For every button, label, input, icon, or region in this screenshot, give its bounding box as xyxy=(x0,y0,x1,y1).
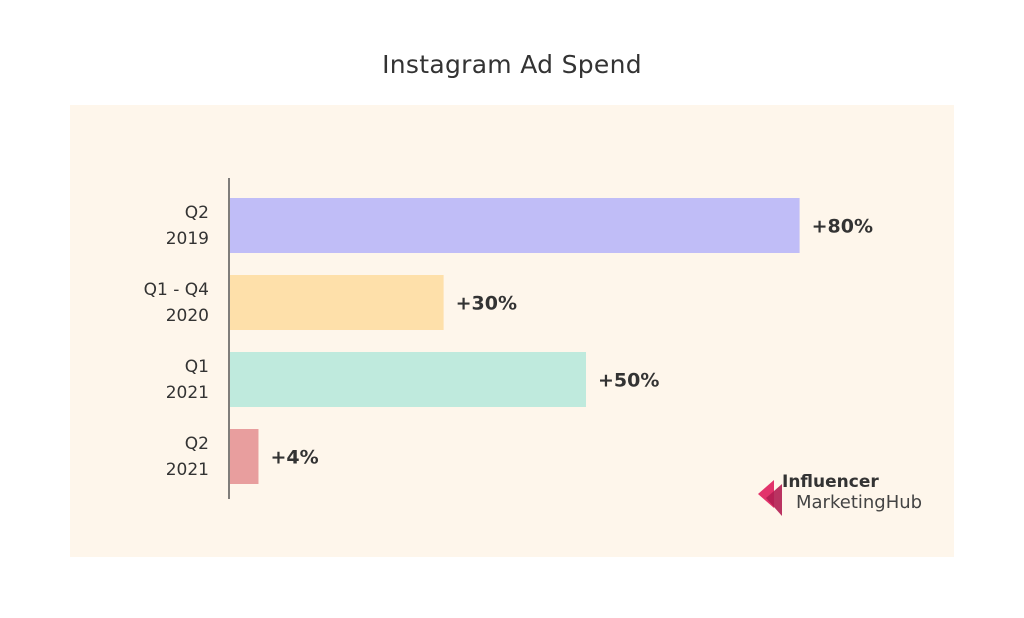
plot-background xyxy=(70,105,954,557)
bar-chart: +80% Q2 2019 +30% Q1 - Q4 2020 +50% Q1 2021 +4% Q2… xyxy=(70,105,954,557)
category-tick-label: Q1 - Q4 xyxy=(144,280,209,300)
chart-title: Instagram Ad Spend xyxy=(382,50,642,79)
category-tick-label: 2019 xyxy=(166,229,209,249)
bar xyxy=(230,275,444,330)
influencer-marketing-hub-logo: Influencer MarketingHub xyxy=(756,472,946,520)
data-label: +30% xyxy=(456,293,517,315)
data-label: +50% xyxy=(598,370,659,392)
category-tick-label: 2021 xyxy=(166,383,209,403)
logo-mark-icon xyxy=(758,480,782,516)
category-tick-label: Q1 xyxy=(185,357,209,377)
bar xyxy=(230,352,586,407)
category-tick-label: 2020 xyxy=(166,306,209,326)
category-tick-label: Q2 xyxy=(185,203,209,223)
bar xyxy=(230,429,259,484)
chart-panel: +80% Q2 2019 +30% Q1 - Q4 2020 +50% Q1 2021 +4% Q2… xyxy=(70,105,954,557)
category-tick-label: 2021 xyxy=(166,460,209,480)
logo-text-marketinghub: MarketingHub xyxy=(796,492,923,513)
category-tick-label: Q2 xyxy=(185,434,209,454)
bar xyxy=(230,198,800,253)
logo-text-influencer: Influencer xyxy=(782,472,879,492)
data-label: +80% xyxy=(812,216,873,238)
data-label: +4% xyxy=(270,447,318,469)
